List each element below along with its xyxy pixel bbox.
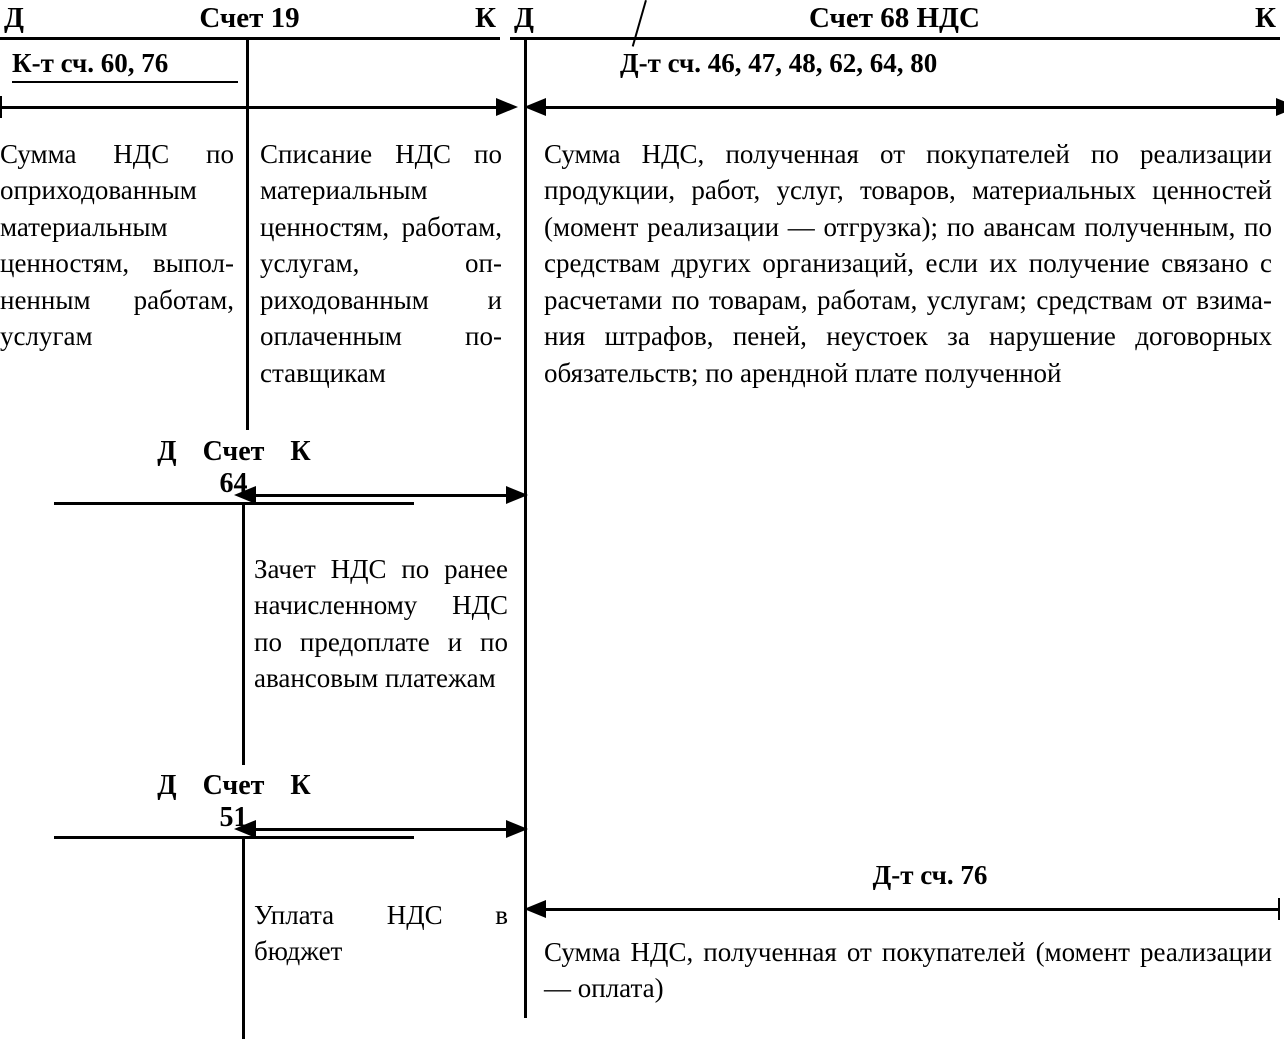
credit-text-19: Списание НДС по материальным ценностям, … — [260, 136, 508, 391]
t-account-19: Д Счет 19 К К-т сч. 60, 76 Сумма НДС по … — [0, 2, 500, 430]
t-header-19: Д Счет 19 К — [0, 2, 500, 40]
debit-label: Д — [157, 436, 176, 468]
debit-subheader-19: К-т сч. 60, 76 — [12, 48, 238, 83]
credit-text-68b: Сумма НДС, полученная от покупате­лей (м… — [544, 934, 1278, 1007]
t-account-51: Д Счет 51 К Уплата НДС в бюджет — [54, 770, 414, 1039]
credit-label: К — [1255, 2, 1276, 35]
arrow-head-right-2 — [506, 486, 528, 504]
credit-label: К — [475, 2, 496, 35]
account-title: Счет 19 — [24, 2, 475, 35]
credit-subheader-68b: Д-т сч. 76 — [830, 860, 1030, 893]
arrow-line-1 — [542, 106, 1280, 109]
credit-text-68: Сумма НДС, полученная от покупате­лей по… — [544, 136, 1278, 391]
t-body-64: Зачет НДС по ра­нее начисленному НДС по … — [54, 505, 414, 765]
arrow-line-3 — [252, 828, 510, 831]
t-divider-19 — [246, 40, 249, 430]
credit-label: К — [290, 436, 310, 468]
t-body-19: К-т сч. 60, 76 Сумма НДС по оприходован­… — [0, 40, 500, 430]
arrow-line-0 — [0, 106, 500, 109]
arrow-head-left-4 — [524, 900, 546, 918]
t-body-51: Уплата НДС в бюджет — [54, 839, 414, 1039]
t-divider-51 — [242, 839, 245, 1039]
arrow-head-right-1 — [1276, 98, 1284, 116]
arrow-head-left-3 — [234, 820, 256, 838]
credit-label: К — [290, 770, 310, 802]
t-header-68: Д Счет 68 НДС К — [510, 2, 1280, 40]
t-divider-68 — [524, 40, 527, 1018]
t-divider-64 — [242, 505, 245, 765]
debit-label: Д — [514, 2, 534, 35]
arrow-tick-start-0 — [0, 96, 2, 118]
arrow-tick-end-4 — [1278, 898, 1280, 920]
credit-text-64: Зачет НДС по ра­нее начисленному НДС по … — [254, 551, 514, 697]
arrow-head-right-0 — [496, 98, 518, 116]
arrow-line-2 — [252, 494, 510, 497]
debit-label: Д — [4, 2, 24, 35]
t-account-68: Д Счет 68 НДС К Д-т сч. 46, 47, 48, 62, … — [510, 2, 1280, 1018]
arrow-head-right-3 — [506, 820, 528, 838]
credit-text-51: Уплата НДС в бюджет — [254, 897, 514, 970]
debit-text-19: Сумма НДС по оприходован­ным матери­альн… — [0, 136, 240, 355]
arrow-head-left-2 — [234, 486, 256, 504]
debit-label: Д — [157, 770, 176, 802]
arrow-head-left-1 — [524, 98, 546, 116]
credit-subheader-68: Д-т сч. 46, 47, 48, 62, 64, 80 — [620, 48, 1120, 81]
t-body-68: Д-т сч. 46, 47, 48, 62, 64, 80 Сумма НДС… — [510, 40, 1280, 1018]
arrow-line-4 — [542, 908, 1280, 911]
